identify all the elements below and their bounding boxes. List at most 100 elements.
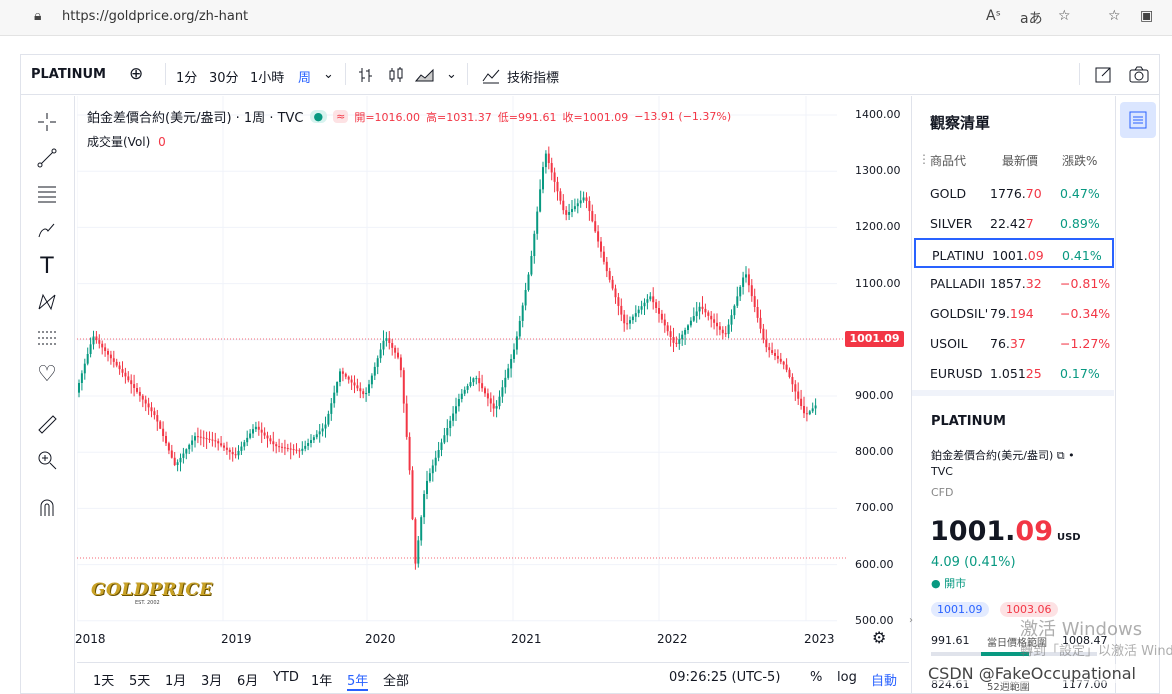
- ruler-icon[interactable]: [33, 410, 61, 438]
- current-price-label: 1001.09: [845, 331, 904, 347]
- add-symbol-icon[interactable]: ⊕: [129, 64, 144, 84]
- crosshair-icon[interactable]: [33, 108, 61, 136]
- range-6[interactable]: 1年: [311, 674, 333, 689]
- candle-body: [655, 302, 658, 308]
- symbol-name[interactable]: PLATINUM: [31, 67, 106, 82]
- candle-body: [121, 369, 124, 373]
- candle-body: [556, 181, 559, 192]
- row-last-main: 1776.: [990, 186, 1026, 201]
- candle-body: [649, 296, 652, 300]
- read-aloud-icon[interactable]: Aˢ: [986, 8, 1001, 24]
- row-last: 1001.09: [992, 248, 1052, 263]
- candle-body: [626, 323, 629, 325]
- candle-body: [582, 197, 585, 201]
- candle-body: [637, 309, 640, 314]
- range-8[interactable]: 全部: [383, 674, 410, 689]
- chevron-down-icon[interactable]: ⌄: [323, 67, 334, 82]
- add-favorite-icon[interactable]: ☆: [1058, 8, 1071, 24]
- indicators-button[interactable]: 技術指標: [507, 71, 560, 86]
- heart-icon[interactable]: ♡: [37, 361, 57, 387]
- candle-body: [785, 364, 788, 370]
- candle-body: [286, 447, 289, 449]
- interval-week[interactable]: 周: [298, 71, 312, 86]
- trendline-icon[interactable]: [33, 144, 61, 172]
- watchlist-row[interactable]: GOLDSIL' 79.194 −0.34%: [914, 298, 1114, 328]
- fullscreen-icon[interactable]: [1093, 65, 1113, 85]
- watchlist-row[interactable]: SILVER 22.427 0.89%: [914, 208, 1114, 238]
- watchlist-row[interactable]: GOLD 1776.70 0.47%: [914, 178, 1114, 208]
- col-last[interactable]: 最新價: [1002, 154, 1039, 168]
- external-link-icon[interactable]: ⧉ •: [1056, 449, 1075, 462]
- candle-body: [336, 382, 339, 393]
- area-chart-icon[interactable]: [415, 66, 435, 84]
- candle-body: [269, 438, 272, 442]
- candle-body: [620, 305, 623, 315]
- pattern-icon[interactable]: [33, 288, 61, 316]
- collections-icon[interactable]: ▣: [1140, 8, 1154, 24]
- price-tail: 09: [1015, 516, 1053, 547]
- camera-icon[interactable]: [1128, 65, 1150, 85]
- row-change: −0.34%: [1060, 306, 1111, 321]
- watchlist-row[interactable]: PALLADII 1857.32 −0.81%: [914, 268, 1114, 298]
- range-0[interactable]: 1天: [93, 674, 115, 689]
- price-chart[interactable]: 鉑金差價合約(美元/盎司) · 1周 · TVC ● ≈ 開=1016.00 高…: [75, 96, 909, 662]
- favorites-icon[interactable]: ☆: [1108, 8, 1121, 24]
- candle-body: [107, 351, 109, 355]
- magnet-icon[interactable]: [33, 494, 61, 522]
- candles-canvas[interactable]: [77, 96, 909, 662]
- log-toggle[interactable]: log: [837, 670, 857, 685]
- watchlist-row[interactable]: PLATINU 1001.09 0.41%: [914, 238, 1114, 268]
- market-status-text: 開市: [944, 577, 967, 590]
- translate-icon[interactable]: aあ: [1020, 11, 1043, 27]
- status-dot: ●: [309, 110, 328, 123]
- col-symbol[interactable]: 商品代: [930, 154, 967, 168]
- fib-icon[interactable]: [33, 180, 61, 208]
- percent-toggle[interactable]: %: [810, 670, 823, 685]
- chevron-down-icon[interactable]: ⌄: [446, 67, 457, 82]
- day-range-label: 當日價格範圍: [987, 638, 1047, 649]
- candle-body: [318, 431, 321, 435]
- range-1[interactable]: 5天: [129, 674, 151, 689]
- candle-body: [800, 398, 803, 406]
- range-2[interactable]: 1月: [165, 674, 187, 689]
- address-bar[interactable]: https://goldprice.org/zh-hant: [62, 9, 249, 24]
- candle-body: [315, 434, 318, 438]
- candle-body: [675, 342, 678, 344]
- collapse-handle[interactable]: ›: [909, 615, 913, 626]
- list-icon: [1129, 111, 1147, 129]
- range-7[interactable]: 5年: [347, 670, 369, 691]
- time-tick: 2018: [75, 632, 106, 646]
- brush-icon[interactable]: [33, 216, 61, 244]
- lock-icon[interactable]: 🔒︎: [34, 8, 42, 24]
- text-icon[interactable]: T: [40, 253, 54, 279]
- ohlc-close: 收=1001.09: [562, 110, 629, 124]
- candle-body: [713, 319, 716, 323]
- range-4[interactable]: 6月: [237, 674, 259, 689]
- indicators-icon[interactable]: [481, 65, 501, 85]
- prediction-icon[interactable]: [33, 324, 61, 352]
- interval-1h[interactable]: 1小時: [250, 71, 285, 86]
- candle-icon[interactable]: [387, 66, 405, 84]
- drag-icon[interactable]: ⋮: [918, 152, 930, 166]
- candle-body: [811, 408, 814, 412]
- interval-30m[interactable]: 30分: [209, 71, 239, 86]
- candle-body: [716, 322, 718, 327]
- watchlist-row[interactable]: EURUSD 1.05125 0.17%: [914, 358, 1114, 388]
- candle-body: [138, 391, 141, 396]
- candle-body: [170, 450, 173, 458]
- watchlist-row[interactable]: USOIL 76.37 −1.27%: [914, 328, 1114, 358]
- watchlist-title: 觀察清單: [930, 114, 991, 132]
- settings-icon[interactable]: ⚙︎: [872, 628, 887, 647]
- candle-body: [600, 241, 602, 252]
- col-change[interactable]: 漲跌%: [1062, 154, 1098, 168]
- zoom-icon[interactable]: [33, 446, 61, 474]
- candle-body: [756, 307, 759, 318]
- range-5[interactable]: YTD: [273, 670, 299, 685]
- range-3[interactable]: 3月: [201, 674, 223, 689]
- bar-chart-icon[interactable]: [357, 66, 375, 84]
- candle-body: [292, 449, 295, 451]
- watchlist-toggle[interactable]: [1120, 102, 1156, 138]
- auto-toggle[interactable]: 自動: [871, 674, 898, 689]
- interval-1m[interactable]: 1分: [176, 71, 198, 86]
- candle-body: [701, 306, 704, 309]
